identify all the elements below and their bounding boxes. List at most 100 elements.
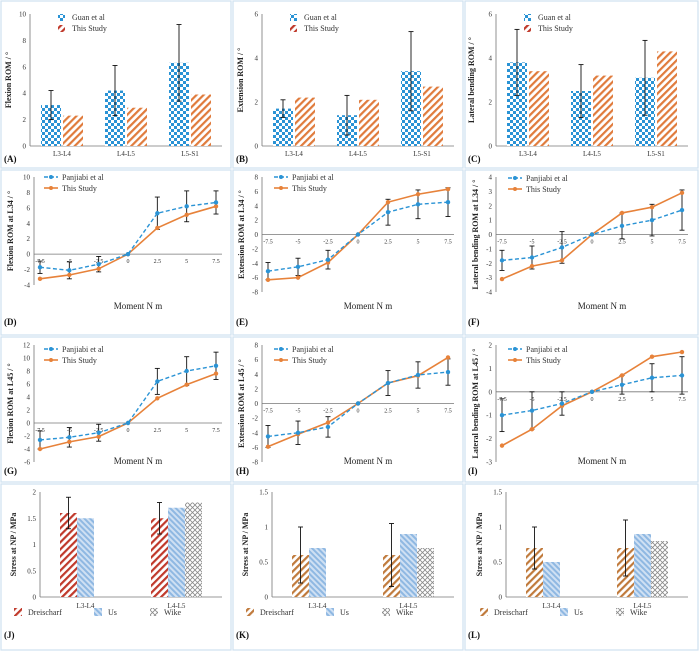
x-tick-label: 0 [357,409,360,415]
x-tick-label: 7.5 [444,409,452,415]
data-point-panjiabi [415,202,421,207]
y-tick-label: 0.5 [493,559,502,567]
y-tick-label: 6 [489,11,493,19]
legend-marker-panjiabi [49,347,53,351]
y-axis-title: Flexion ROM / ° [4,52,13,108]
data-point-this-study [529,263,535,269]
y-tick-label: 2 [489,99,493,107]
y-tick-label: 2 [255,217,259,225]
y-tick-label: 2 [23,116,27,124]
data-point-panjiabi [213,200,219,205]
data-point-panjiabi [213,363,219,368]
data-point-panjiabi [155,211,160,216]
data-point-panjiabi [529,408,535,413]
x-axis-title: Moment N m [114,301,163,311]
x-tick-label: 2.5 [618,240,626,246]
bar-us [77,518,94,597]
y-tick-label: -1 [486,412,492,420]
y-tick-label: 2 [27,235,31,243]
x-tick-label: -2.5 [323,409,333,415]
y-tick-label: 1 [499,524,503,532]
legend-label: This Study [292,184,327,193]
y-tick-label: 8 [27,189,31,197]
data-point-panjiabi [37,265,43,270]
data-point-this-study [184,382,189,387]
legend-label: Panjiabi et al [526,345,569,354]
data-point-panjiabi [649,375,655,380]
bar-wike [651,541,668,597]
panel-k-stress-np-bar-chart: 0 0.5 1 1.5 Stress at NP / MPa (K) L3-L4 L4-L5 D… [236,489,454,640]
y-tick-label: 1 [33,541,37,549]
data-point-this-study [619,373,625,378]
legend-label: Panjiabi et al [292,173,335,182]
y-axis-title: Stress at NP / MPa [241,513,250,577]
data-point-this-study [529,427,535,432]
y-tick-label: 0 [255,400,259,408]
data-point-this-study [499,276,505,282]
data-point-panjiabi [445,369,451,375]
x-tick-label: 0 [591,397,594,403]
x-tick-label: 7.5 [212,428,220,434]
legend-swatch-us [326,608,334,616]
x-tick-label: -7.5 [263,409,273,415]
x-category-label: L5-S1 [181,150,199,158]
panel-g-flexion-l45-line-chart: -6 -4 -2 0 2 4 6 8 10 12 Flexion ROM at L45 / ° (G)… [4,342,222,476]
series-line-this-study [39,205,217,280]
data-point-panjiabi [355,401,361,406]
legend-swatch-wike [150,608,158,616]
x-tick-label: 0 [591,240,594,246]
x-tick-label: 0 [127,259,130,265]
panel-f-lateral-bending-l34-line-chart: -4 -3 -2 -1 0 1 2 3 4 Lateral bending ROM at L34 … [468,174,688,327]
y-tick-label: 0 [33,594,37,602]
x-tick-label: 2.5 [618,397,626,403]
x-tick-label: 7.5 [444,240,452,246]
data-point-this-study [67,272,72,278]
data-point-panjiabi [649,217,655,223]
y-tick-label: 1.5 [27,515,36,523]
bar-this-study [529,71,549,146]
y-tick-label: 2 [489,202,493,210]
y-tick-label: -4 [24,282,30,290]
x-tick-label: -7.5 [263,240,273,246]
data-point-panjiabi [125,251,131,257]
data-point-this-study [155,225,160,231]
panel-label: (B) [236,154,248,164]
data-point-panjiabi [679,207,685,213]
data-point-panjiabi [355,232,361,237]
panel-label: (G) [4,466,17,476]
y-tick-label: -8 [252,289,258,297]
data-point-panjiabi [265,434,271,439]
bar-wike [417,548,434,597]
bar-this-study [423,86,443,146]
data-point-panjiabi [96,261,101,267]
legend-label: This Study [538,24,573,33]
y-tick-label: 6 [255,356,259,364]
y-tick-label: -4 [252,429,258,437]
legend-label: Us [340,608,349,617]
legend-label: Dreischarf [494,608,528,617]
bar-dreischarf [60,513,77,597]
panel-label: (C) [468,154,481,164]
x-category-label: L4-L5 [400,602,418,610]
data-point-panjiabi [529,255,535,260]
panel-a-flexion-bar-chart: 0 2 4 6 8 10 Flexion ROM / ° (A) L3-L4 L4-L5 L5-S1… [4,11,222,164]
data-point-panjiabi [265,268,271,274]
legend-label: Panjiabi et al [526,174,569,183]
panel-j-stress-np-bar-chart: 0 0.5 1 1.5 2 Stress at NP / MPa (J) L3-L4 L4-L5… [4,489,222,640]
x-tick-label: 0 [357,240,360,246]
x-category-label: L5-S1 [647,150,665,158]
panel-h-extension-l45-line-chart: -8 -6 -4 -2 0 2 4 6 8 Extension ROM at L45 / ° (H)… [236,342,454,476]
y-tick-label: 4 [489,174,493,182]
x-category-label: L4-L5 [583,150,601,158]
y-tick-label: 4 [23,90,27,98]
y-tick-label: 1 [265,524,269,532]
legend-swatch-dreischarf [480,608,488,616]
data-point-this-study [385,199,391,205]
data-point-panjiabi [499,258,505,263]
legend-label: Guan et al [538,13,572,22]
y-axis-title: Extension ROM at L34 / ° [237,190,246,279]
y-axis-title: Flexion ROM at L34 / ° [6,191,15,271]
y-tick-label: 4 [255,371,259,379]
y-axis-title: Lateral bending ROM at L45 / ° [471,349,480,459]
